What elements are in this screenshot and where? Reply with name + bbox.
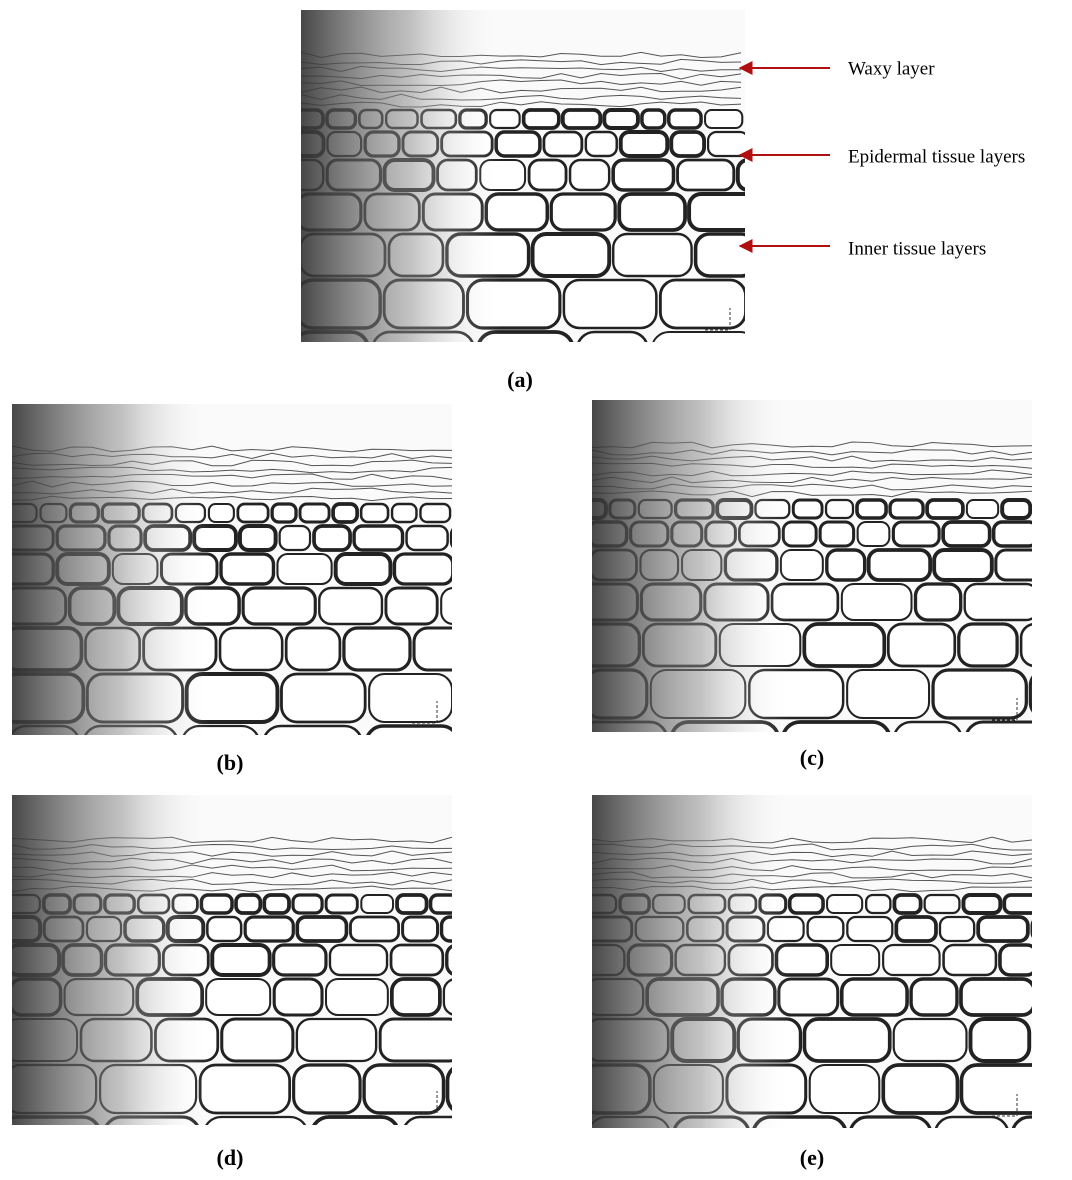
cell (1034, 500, 1067, 518)
annotation: Epidermal tissue layers (848, 146, 1025, 167)
annotation: Waxy layer (848, 58, 935, 79)
cell (1042, 584, 1072, 620)
image-shade (12, 404, 452, 735)
cell (464, 895, 495, 913)
cell (750, 280, 824, 328)
scale-bar (992, 1094, 1018, 1117)
panels (12, 10, 1072, 1128)
micrograph (592, 400, 1072, 776)
image-shade (12, 795, 452, 1125)
cell (1041, 945, 1072, 975)
cell (735, 158, 745, 192)
cell (1028, 675, 1032, 713)
cell (480, 917, 523, 941)
cell (1033, 1019, 1072, 1061)
scale-bar (412, 1091, 438, 1114)
cell (775, 110, 799, 128)
cell (1047, 895, 1072, 913)
cell (746, 110, 771, 128)
panel-label: (a) (507, 367, 533, 392)
cell (12, 1115, 100, 1125)
cell (104, 1115, 199, 1125)
image-shade (592, 400, 1032, 732)
micrograph (12, 795, 535, 1125)
scale-bar (412, 701, 438, 724)
cell (1038, 979, 1072, 1015)
cell (761, 332, 832, 386)
cell (467, 1019, 535, 1061)
panel-label: (d) (217, 1145, 244, 1170)
cell (1030, 920, 1032, 938)
scale-bar (705, 308, 731, 331)
micrograph (301, 10, 832, 386)
annotation: Inner tissue layers (848, 238, 986, 259)
cell (456, 674, 526, 722)
cell (442, 978, 452, 1016)
image-shade (301, 10, 745, 342)
cell (1041, 522, 1072, 546)
cell (1055, 550, 1072, 580)
cell (1057, 722, 1072, 776)
micrograph (12, 404, 529, 780)
cell (1055, 1065, 1072, 1113)
panel-label: (b) (217, 750, 244, 775)
cell (463, 726, 529, 780)
scale-bar (992, 698, 1018, 721)
panel-label: (c) (800, 745, 824, 770)
cell (312, 1115, 399, 1125)
cell (445, 1067, 452, 1111)
cell (762, 194, 819, 230)
cell (445, 944, 452, 976)
cell (454, 504, 486, 522)
image-shade (592, 795, 1032, 1128)
cell (449, 528, 452, 548)
cell (457, 554, 508, 584)
cell (403, 1115, 452, 1125)
cell (759, 234, 814, 276)
annotations: Waxy layer Epidermal tissue layers Inner… (738, 58, 1025, 259)
panel-label: (e) (800, 1145, 824, 1170)
micrograph (592, 795, 1072, 1128)
cell (752, 132, 786, 156)
